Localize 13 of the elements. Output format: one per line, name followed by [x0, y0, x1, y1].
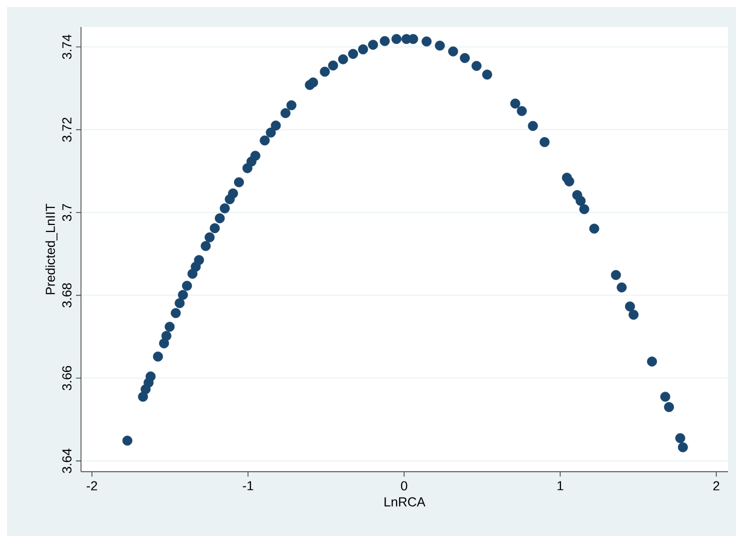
y-tick-label: 3.66	[62, 366, 72, 390]
y-tick-label: 3.7	[62, 204, 72, 222]
x-tick-label: 0	[401, 481, 408, 490]
x-tick-label: -2	[86, 481, 98, 490]
y-axis-title: Predicted_LnIIT	[45, 204, 58, 294]
y-tick-label: 3.72	[62, 118, 72, 142]
y-tick-label: 3.68	[62, 283, 72, 308]
x-axis-title: LnRCA	[384, 497, 426, 506]
y-tick-label: 3.74	[62, 34, 72, 60]
x-tick-label: -1	[242, 481, 254, 490]
x-tick-label: 1	[558, 481, 564, 490]
x-tick-label: 2	[713, 481, 720, 490]
y-tick-label: 3.64	[62, 448, 72, 474]
